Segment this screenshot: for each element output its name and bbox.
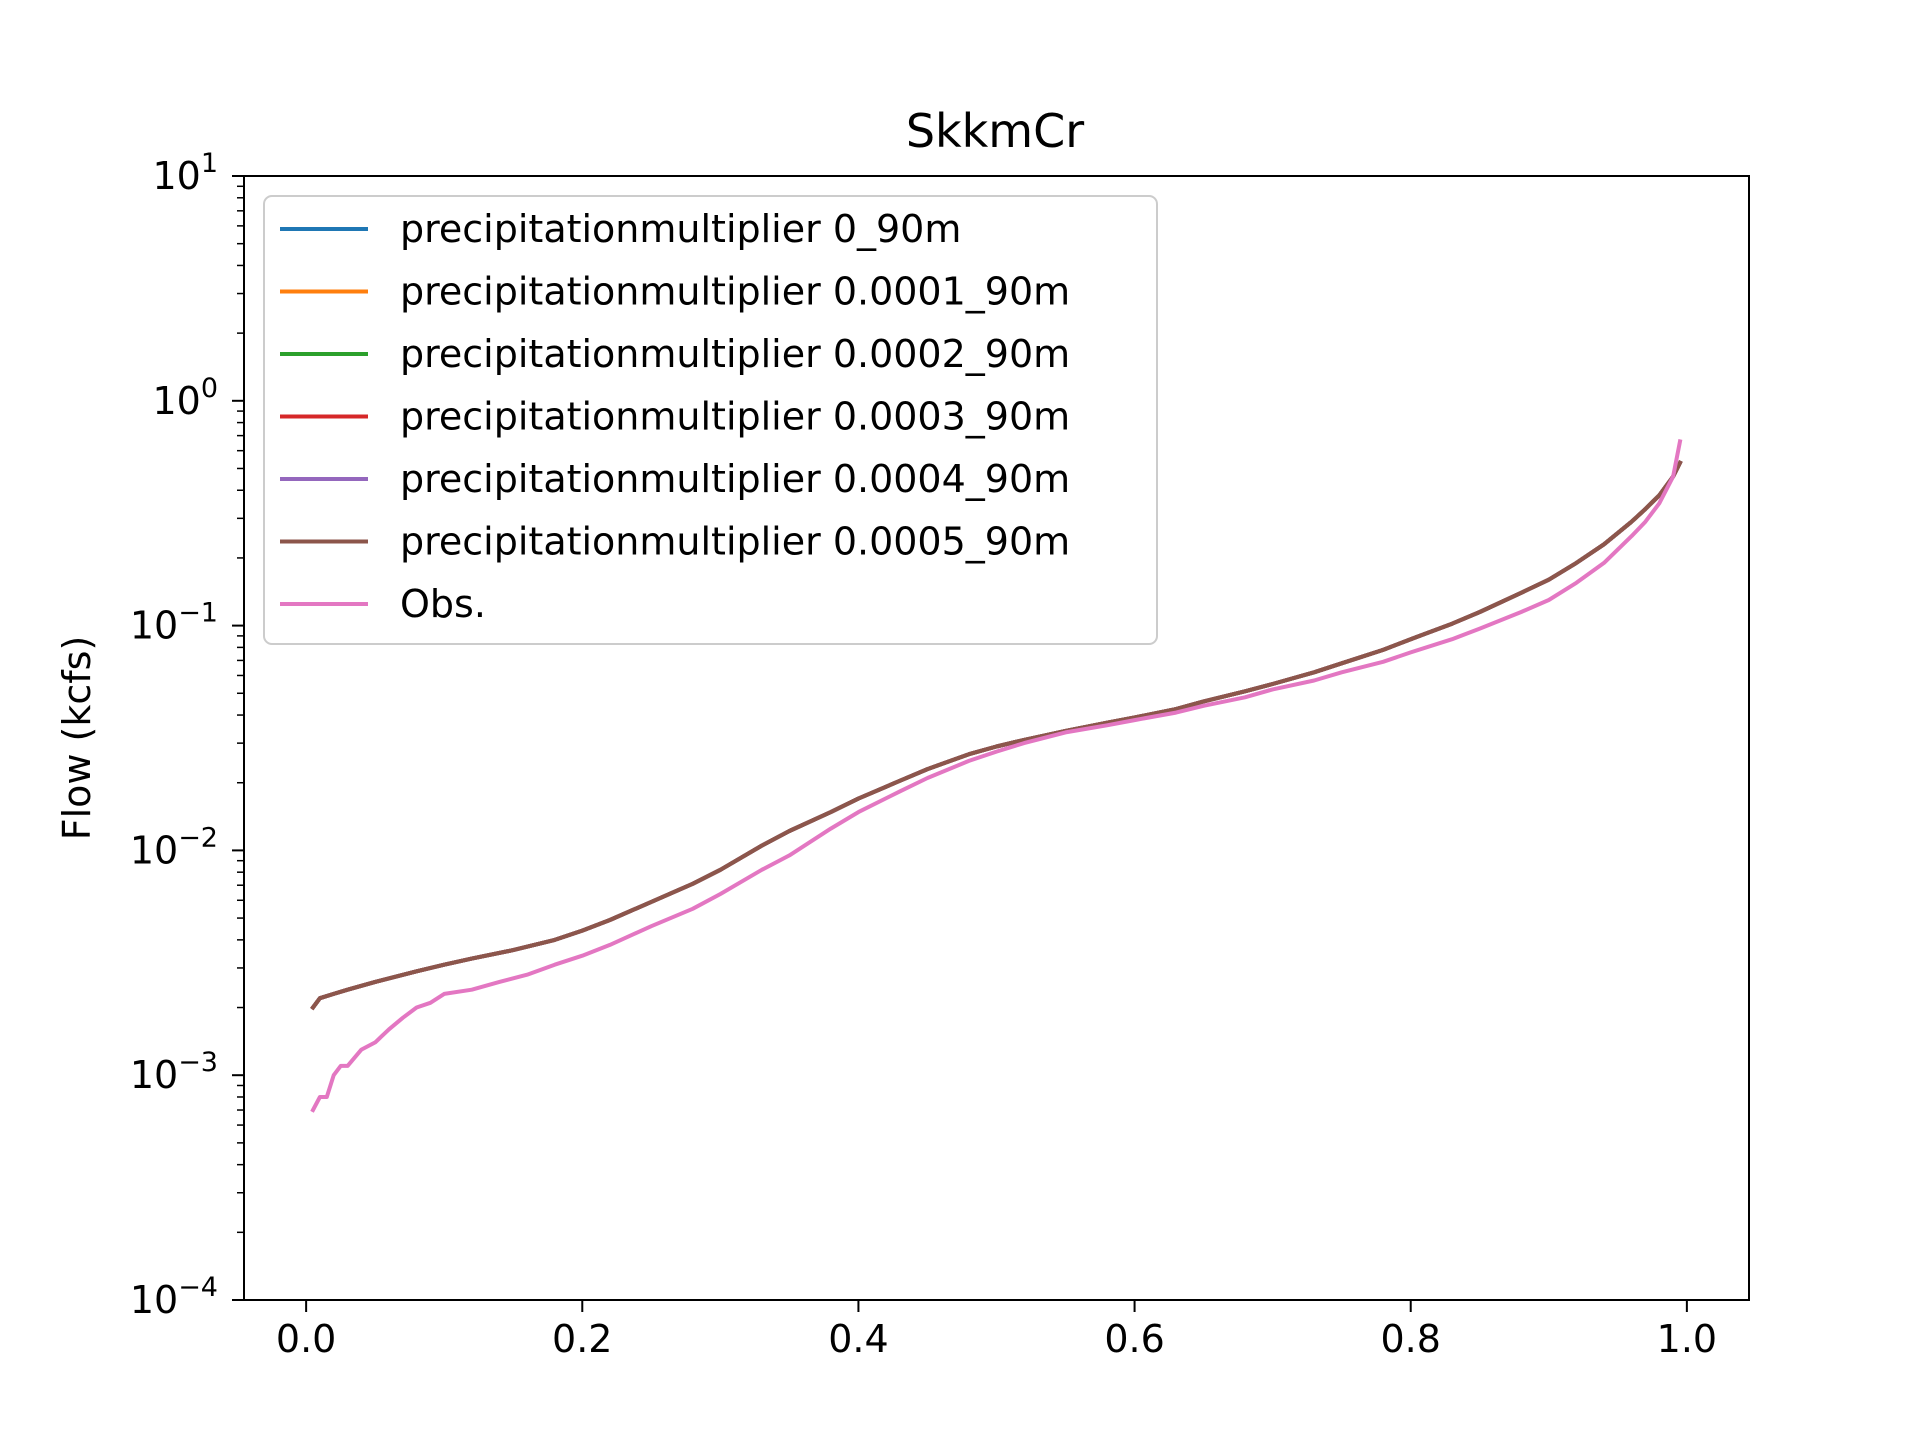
x-tick-label: 1.0 bbox=[1657, 1317, 1717, 1361]
y-tick-label: 10−2 bbox=[130, 822, 218, 872]
legend-label-5: precipitationmultiplier 0.0005_90m bbox=[400, 520, 1070, 564]
legend-label-6: Obs. bbox=[400, 582, 486, 626]
legend-label-3: precipitationmultiplier 0.0003_90m bbox=[400, 395, 1070, 439]
y-axis: 101 100 10−1 10−2 10−3 10−4 bbox=[130, 148, 244, 1322]
plot-frame bbox=[243, 175, 1750, 1301]
y-tick-label: 101 bbox=[152, 148, 218, 198]
legend-label-4: precipitationmultiplier 0.0004_90m bbox=[400, 457, 1070, 501]
legend-label-1: precipitationmultiplier 0.0001_90m bbox=[400, 270, 1070, 314]
legend-box bbox=[263, 195, 1158, 645]
x-tick-label: 0.2 bbox=[552, 1317, 612, 1361]
y-tick-label: 10−1 bbox=[130, 598, 218, 648]
y-tick-label: 100 bbox=[152, 373, 218, 423]
series-line-5 bbox=[310, 460, 1683, 1011]
legend-label-0: precipitationmultiplier 0_90m bbox=[400, 207, 961, 251]
y-tick-label: 10−4 bbox=[130, 1272, 218, 1322]
legend: precipitationmultiplier 0_90m precipitati… bbox=[263, 195, 1158, 645]
legend-label-2: precipitationmultiplier 0.0002_90m bbox=[400, 332, 1070, 376]
series-layer bbox=[310, 439, 1683, 1113]
series-line-6 bbox=[310, 439, 1683, 1113]
x-tick-label: 0.6 bbox=[1104, 1317, 1164, 1361]
x-axis: 0.0 0.2 0.4 0.6 0.8 1.0 bbox=[276, 1300, 1717, 1361]
x-tick-label: 0.4 bbox=[828, 1317, 888, 1361]
y-tick-label: 10−3 bbox=[130, 1047, 218, 1097]
chart-title: SkkmCr bbox=[906, 104, 1084, 158]
y-axis-label: Flow (kcfs) bbox=[55, 636, 99, 841]
x-tick-label: 0.0 bbox=[276, 1317, 336, 1361]
x-tick-label: 0.8 bbox=[1381, 1317, 1441, 1361]
